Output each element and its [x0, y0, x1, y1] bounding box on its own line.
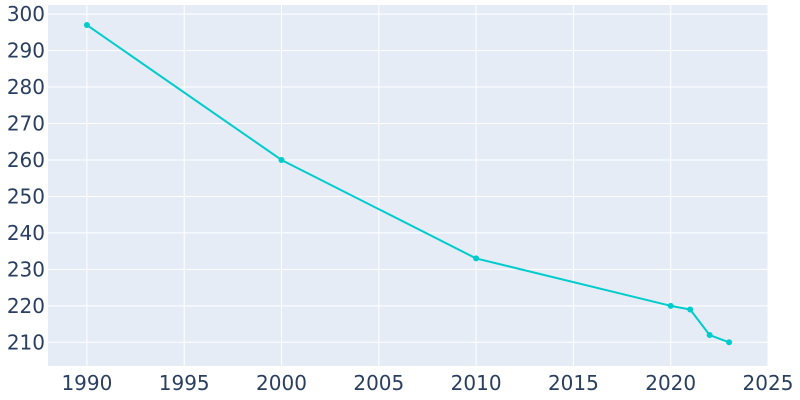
y-tick-label: 220: [7, 294, 45, 318]
y-tick-label: 270: [7, 112, 45, 136]
x-tick-label: 2005: [353, 371, 404, 395]
x-tick-label: 1990: [61, 371, 112, 395]
data-point: [473, 255, 480, 262]
x-axis-ticks: 1990 1995 2000 2005 2010 2015 2020 2025: [61, 371, 793, 395]
plot-background: [48, 5, 768, 366]
y-tick-label: 210: [7, 330, 45, 354]
y-tick-label: 280: [7, 75, 45, 99]
x-tick-label: 1995: [159, 371, 210, 395]
y-tick-label: 240: [7, 221, 45, 245]
grid-lines: [48, 5, 769, 366]
y-axis-ticks: 210 220 230 240 250 260 270 280 290 300: [7, 2, 45, 354]
data-point: [278, 156, 285, 163]
x-tick-label: 2020: [645, 371, 696, 395]
data-point: [687, 306, 694, 313]
data-point: [706, 332, 713, 339]
y-tick-label: 290: [7, 39, 45, 63]
data-point: [726, 339, 733, 346]
y-tick-label: 250: [7, 184, 45, 208]
y-tick-label: 260: [7, 148, 45, 172]
data-point: [83, 22, 90, 29]
y-tick-label: 300: [7, 2, 45, 26]
x-tick-label: 2000: [256, 371, 307, 395]
data-points: [83, 22, 733, 346]
y-tick-label: 230: [7, 257, 45, 281]
x-tick-label: 2015: [548, 371, 599, 395]
data-point: [667, 302, 674, 309]
x-tick-label: 2025: [743, 371, 794, 395]
x-tick-label: 2010: [451, 371, 502, 395]
